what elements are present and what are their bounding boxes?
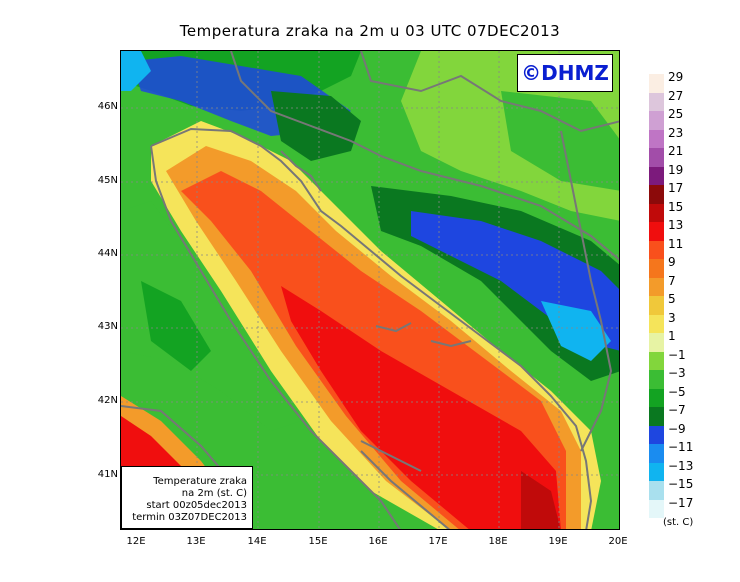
legend-swatch — [649, 203, 664, 222]
legend-swatch — [649, 148, 664, 167]
lat-label-41n: 41N — [97, 469, 118, 480]
legend-label: 19 — [668, 162, 684, 177]
legend-swatch — [649, 481, 664, 500]
legend-swatch — [649, 277, 664, 296]
lat-label-44n: 44N — [97, 248, 118, 259]
legend-label: 7 — [668, 273, 676, 288]
info-line-3: start 00z05dec2013 — [146, 500, 247, 511]
legend-label: −3 — [668, 366, 686, 380]
info-box: Temperature zraka na 2m (st. C) start 00… — [121, 466, 253, 529]
temperature-map[interactable] — [120, 50, 620, 530]
legend-label: −5 — [668, 384, 686, 399]
legend-label: 25 — [668, 107, 684, 121]
legend-label: −11 — [668, 440, 694, 454]
legend-label: −7 — [668, 403, 686, 417]
legend-label: −15 — [668, 477, 694, 491]
legend-swatch — [649, 222, 664, 241]
balkan-coldest-zone — [541, 301, 611, 361]
legend-label: 27 — [668, 88, 684, 103]
lon-label-13e: 13E — [186, 536, 206, 547]
lon-label-14e: 14E — [247, 536, 267, 547]
info-line-4: termin 03Z07DEC2013 — [132, 512, 247, 523]
legend-swatch — [649, 166, 664, 185]
northeast-inner-zone — [501, 91, 619, 191]
lon-label-19e: 19E — [548, 536, 568, 547]
legend-label: −13 — [668, 458, 694, 473]
map-canvas — [121, 51, 619, 529]
legend-label: 21 — [668, 144, 684, 158]
legend-label: 23 — [668, 125, 684, 140]
legend-label: 29 — [668, 70, 684, 84]
coastlines — [121, 51, 619, 529]
legend-label: 11 — [668, 236, 684, 251]
legend-label: 1 — [668, 329, 676, 343]
dhmz-logo: ©DHMZ — [517, 54, 613, 92]
lon-label-12e: 12E — [126, 536, 146, 547]
legend-swatch — [649, 185, 664, 204]
legend-label: 5 — [668, 292, 676, 306]
legend-label: 15 — [668, 199, 684, 214]
legend-label: −17 — [668, 495, 694, 510]
legend-label: 3 — [668, 310, 676, 325]
graticule — [121, 51, 619, 529]
sea-warmest-zone — [281, 286, 561, 529]
legend-swatch — [649, 444, 664, 463]
italy-dark-zone — [141, 281, 211, 371]
legend-swatch — [649, 407, 664, 426]
legend-label: 17 — [668, 181, 684, 195]
lat-label-46n: 46N — [97, 101, 118, 112]
legend-swatch — [649, 296, 664, 315]
legend-swatch — [649, 92, 664, 111]
legend-swatch — [649, 129, 664, 148]
color-legend — [649, 74, 664, 518]
legend-swatch — [649, 314, 664, 333]
lat-label-45n: 45N — [97, 175, 118, 186]
legend-swatch — [649, 370, 664, 389]
legend-label: 13 — [668, 218, 684, 232]
lat-label-42n: 42N — [97, 395, 118, 406]
lon-label-16e: 16E — [368, 536, 388, 547]
legend-label: −1 — [668, 347, 686, 362]
lon-label-20e: 20E — [608, 536, 628, 547]
legend-swatch — [649, 111, 664, 130]
legend-swatch — [649, 240, 664, 259]
legend-swatch — [649, 351, 664, 370]
lon-label-18e: 18E — [488, 536, 508, 547]
north-dark-zone — [271, 91, 361, 161]
legend-swatch — [649, 499, 664, 518]
legend-swatch — [649, 74, 664, 93]
legend-swatch — [649, 462, 664, 481]
northwest-cold-spot — [121, 51, 151, 91]
legend-unit: (st. C) — [663, 517, 694, 528]
legend-label: −9 — [668, 421, 686, 436]
italy-land-zone — [121, 201, 301, 431]
info-line-1: Temperature zraka — [153, 476, 247, 487]
lon-label-17e: 17E — [428, 536, 448, 547]
lat-label-43n: 43N — [97, 321, 118, 332]
legend-swatch — [649, 425, 664, 444]
sea-hot-spot — [521, 471, 561, 529]
legend-swatch — [649, 259, 664, 278]
legend-swatch — [649, 388, 664, 407]
legend-label: 9 — [668, 255, 676, 269]
info-line-2: na 2m (st. C) — [181, 488, 247, 499]
lon-label-15e: 15E — [308, 536, 328, 547]
legend-swatch — [649, 333, 664, 352]
map-title: Temperatura zraka na 2m u 03 UTC 07DEC20… — [179, 22, 561, 40]
